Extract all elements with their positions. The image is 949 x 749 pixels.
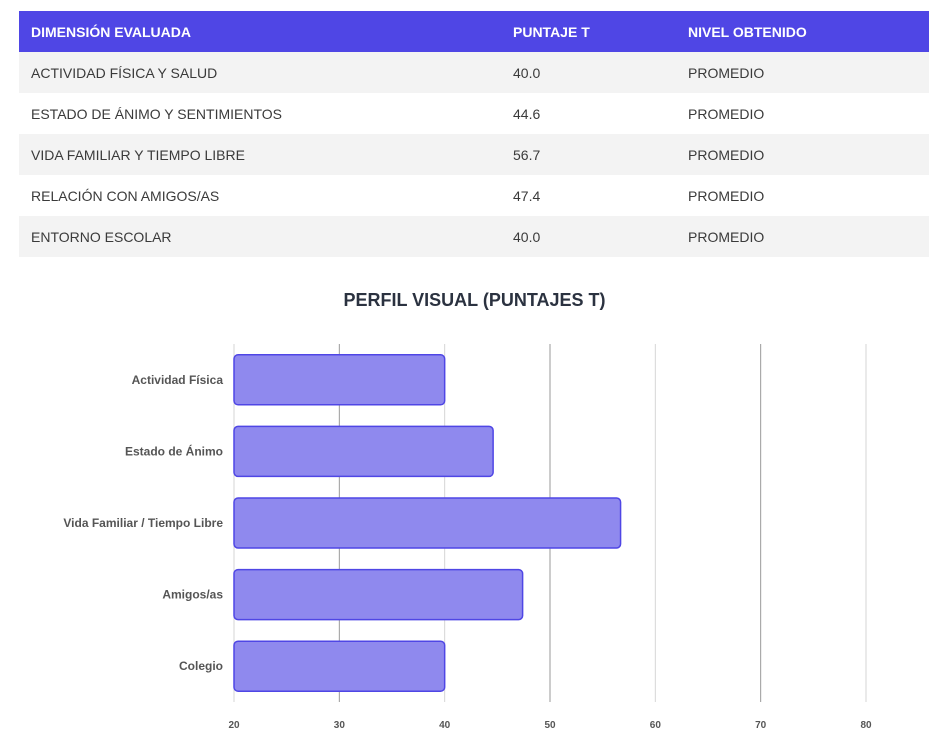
x-tick-label: 50	[544, 720, 556, 731]
bar-0	[233, 354, 446, 406]
x-tick-label: 80	[860, 720, 872, 731]
header-score: PUNTAJE T	[501, 11, 676, 52]
score-cell: 40.0	[501, 52, 676, 93]
header-level: NIVEL OBTENIDO	[676, 11, 929, 52]
bar-4	[233, 640, 446, 692]
score-cell: 44.6	[501, 93, 676, 134]
table-row: ACTIVIDAD FÍSICA Y SALUD 40.0 PROMEDIO	[19, 52, 929, 93]
table-row: VIDA FAMILIAR Y TIEMPO LIBRE 56.7 PROMED…	[19, 134, 929, 175]
dimension-cell: ESTADO DE ÁNIMO Y SENTIMIENTOS	[19, 93, 501, 134]
bars	[233, 354, 622, 692]
x-tick-label: 30	[334, 720, 346, 731]
score-cell: 56.7	[501, 134, 676, 175]
bar-1	[233, 425, 494, 478]
table-header-row: DIMENSIÓN EVALUADA PUNTAJE T NIVEL OBTEN…	[19, 11, 929, 52]
results-table: DIMENSIÓN EVALUADA PUNTAJE T NIVEL OBTEN…	[19, 11, 929, 257]
level-cell: PROMEDIO	[676, 134, 929, 175]
category-label: Amigos/as	[162, 588, 223, 602]
table-row: ESTADO DE ÁNIMO Y SENTIMIENTOS 44.6 PROM…	[19, 93, 929, 134]
score-cell: 47.4	[501, 175, 676, 216]
dimension-cell: RELACIÓN CON AMIGOS/AS	[19, 175, 501, 216]
level-cell: PROMEDIO	[676, 216, 929, 257]
bar-2	[233, 497, 622, 549]
x-tick-label: 60	[650, 720, 662, 731]
dimension-cell: VIDA FAMILIAR Y TIEMPO LIBRE	[19, 134, 501, 175]
dimension-cell: ACTIVIDAD FÍSICA Y SALUD	[19, 52, 501, 93]
bar-chart: Actividad Física Estado de Ánimo Vida Fami…	[63, 344, 872, 731]
chart-title: PERFIL VISUAL (PUNTAJES T)	[343, 290, 606, 310]
level-cell: PROMEDIO	[676, 52, 929, 93]
level-cell: PROMEDIO	[676, 93, 929, 134]
x-tick-label: 20	[228, 720, 240, 731]
category-label: Actividad Física	[132, 373, 224, 387]
category-label: Estado de Ánimo	[125, 443, 223, 458]
dimension-cell: ENTORNO ESCOLAR	[19, 216, 501, 257]
x-tick-label: 40	[439, 720, 451, 731]
table-row: ENTORNO ESCOLAR 40.0 PROMEDIO	[19, 216, 929, 257]
category-label: Vida Familiar / Tiempo Libre	[63, 516, 223, 530]
bar-3	[233, 568, 524, 621]
header-dimension: DIMENSIÓN EVALUADA	[19, 11, 501, 52]
x-tick-label: 70	[755, 720, 767, 731]
level-cell: PROMEDIO	[676, 175, 929, 216]
category-labels: Actividad Física Estado de Ánimo Vida Fami…	[63, 373, 223, 673]
score-cell: 40.0	[501, 216, 676, 257]
table-row: RELACIÓN CON AMIGOS/AS 47.4 PROMEDIO	[19, 175, 929, 216]
x-tick-labels: 20 30 40 50 60 70 80	[228, 720, 872, 731]
category-label: Colegio	[179, 659, 223, 673]
